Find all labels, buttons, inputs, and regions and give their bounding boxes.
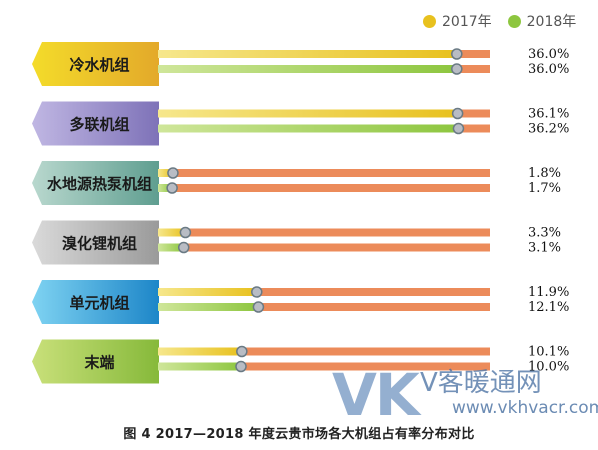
value-label-1-0: 36.1% [528,107,569,122]
bar-marker-3-0 [179,226,192,239]
bar-marker-4-0 [251,286,263,298]
bar-4-0 [158,288,257,296]
bar-track-4-0 [158,288,490,296]
category-label-2: 水地源热泵机组 [47,175,152,193]
watermark-name: V客暖通网 [420,368,542,398]
value-label-5-1: 10.0% [528,360,569,375]
value-label-4-0: 11.9% [528,285,569,300]
bar-5-1 [158,362,241,371]
bar-0-1 [158,65,457,73]
bar-marker-2-1 [166,182,178,194]
value-label-2-1: 1.7% [528,181,561,196]
bar-track-3-0 [158,228,490,237]
bar-3-1 [158,243,184,252]
value-label-4-1: 12.1% [528,300,569,315]
legend: 2017年 2018年 [423,11,586,31]
category-label-4: 单元机组 [69,294,129,312]
value-label-2-0: 1.8% [528,166,561,181]
bar-4-1 [158,303,259,311]
bar-3-0 [158,228,186,237]
bar-track-2-1 [158,184,490,192]
category-tag-3 [32,220,159,265]
legend-swatch-2018 [507,14,521,28]
bar-marker-1-0 [451,107,464,120]
value-label-0-1: 36.0% [528,62,569,77]
bar-track-5-1 [158,362,490,371]
bar-marker-1-1 [452,122,465,135]
value-label-1-1: 36.2% [528,122,569,137]
bar-marker-2-0 [167,167,179,179]
bar-0-0 [158,50,457,58]
category-tag-0 [32,42,159,86]
bar-marker-3-1 [177,241,190,254]
bar-1-0 [158,109,458,118]
category-tag-1 [32,101,159,146]
value-label-3-1: 3.1% [528,241,561,256]
bar-5-0 [158,347,242,356]
legend-label-2018: 2018年 [526,14,577,30]
bar-track-2-0 [158,169,490,177]
bar-2-1 [158,184,173,192]
watermark: VK V客暖通网 www.vkhvacr.com [332,361,598,429]
category-tag-4 [32,280,159,324]
watermark-url: www.vkhvacr.com [452,398,598,418]
bar-marker-0-0 [451,48,463,60]
category-tag-2 [32,161,159,205]
bar-marker-0-1 [451,63,463,75]
category-label-3: 溴化锂机组 [62,235,137,253]
bar-marker-5-0 [236,345,248,358]
category-label-0: 冷水机组 [69,56,129,74]
watermark-logo: VK [332,361,420,429]
category-label-1: 多联机组 [69,116,129,134]
bar-marker-4-1 [252,301,265,313]
value-label-3-0: 3.3% [528,226,561,241]
category-tag-5 [32,339,159,384]
legend-item-2018: 2018年 [507,11,577,31]
value-label-5-0: 10.1% [528,345,569,360]
bar-track-4-1 [158,303,490,311]
bar-marker-5-1 [235,360,247,373]
bar-2-0 [158,169,173,177]
legend-item-2017: 2017年 [423,11,492,31]
bar-track-3-1 [158,243,490,252]
bar-track-5-0 [158,347,490,356]
legend-label-2017: 2017年 [442,14,492,30]
value-label-0-0: 36.0% [528,47,569,62]
legend-swatch-2017 [423,14,436,28]
category-label-5: 末端 [84,354,114,372]
bar-1-1 [158,124,459,133]
figure-caption: 图 4 2017—2018 年度云贵市场各大机组占有率分布对比 [123,427,475,442]
